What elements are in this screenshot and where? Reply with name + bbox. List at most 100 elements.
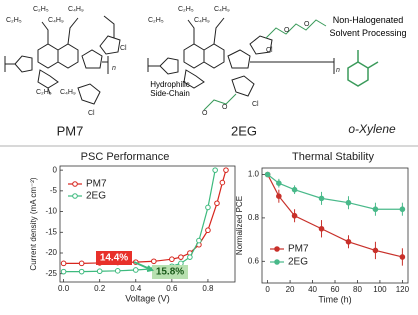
y-tick-label: -25 xyxy=(45,269,57,278)
annotation-box xyxy=(152,265,188,279)
atom-label: C₄H₉ xyxy=(194,17,210,24)
2eg-skeleton xyxy=(147,17,335,111)
data-point xyxy=(151,258,157,265)
data-point xyxy=(205,227,211,234)
data-point xyxy=(132,267,139,273)
y-axis-label: Normalized PCE xyxy=(235,196,244,255)
y-tick-label: 0 xyxy=(53,165,58,174)
atom-label: O xyxy=(284,27,290,34)
data-point xyxy=(114,268,121,274)
plot-frame xyxy=(59,165,236,283)
molecule-name: 2EG xyxy=(231,123,257,138)
atom-label: C₄H₉ xyxy=(48,17,64,24)
chart-title: PSC Performance xyxy=(81,151,170,163)
x-tick-label: 0 xyxy=(265,285,270,294)
x-tick-label: 100 xyxy=(373,285,387,294)
atom-label: C₄H₉ xyxy=(214,6,230,13)
data-point xyxy=(96,268,103,275)
annotation: 15.8% xyxy=(156,267,184,278)
annotation-box xyxy=(96,251,132,265)
annotation: 14.4% xyxy=(100,253,128,264)
atom-label: C₂H₅ xyxy=(178,6,194,13)
atom-label: C₂H₅ xyxy=(6,17,22,24)
y-tick-label: -10 xyxy=(45,207,57,216)
atom-label: C₄H₉ xyxy=(68,6,84,13)
legend-label: PM7 xyxy=(86,179,107,190)
structures: C₂H₅ C₄H₉ C₄H₉ C₂H₅ Cl C₂H₅ C₄H₉ Cl n PM… xyxy=(0,6,418,147)
legend-marker xyxy=(274,246,280,252)
data-point xyxy=(178,254,184,260)
legend-marker xyxy=(72,181,78,187)
atom-label: Cl xyxy=(120,45,127,52)
data-point xyxy=(276,180,282,186)
x-tick-label: 80 xyxy=(353,285,362,294)
pm7-skeleton xyxy=(4,15,121,105)
molecule-name: PM7 xyxy=(57,123,84,138)
data-point xyxy=(372,206,379,213)
atom-label: C₂H₅ xyxy=(33,6,49,13)
x-tick-label: 0.0 xyxy=(58,284,70,293)
atom-label: C₂H₅ xyxy=(36,89,52,96)
data-point xyxy=(219,179,226,186)
solvent-note: Non-Halogenated Solvent Processing xyxy=(329,15,406,38)
x-tick-label: 0.8 xyxy=(202,284,214,293)
y-tick-label: -20 xyxy=(45,248,57,257)
x-tick-label: 20 xyxy=(286,285,295,294)
data-point xyxy=(345,199,352,206)
data-point xyxy=(78,260,85,267)
data-point xyxy=(223,167,229,173)
atom-label: O xyxy=(222,104,228,111)
y-tick-label: -5 xyxy=(50,186,58,195)
y-axis-label: Current density (mA cm⁻²) xyxy=(29,177,38,270)
atom-label: C₄H₉ xyxy=(60,89,76,96)
atom-label: O xyxy=(202,110,208,117)
data-point xyxy=(60,260,67,267)
atom-label: n xyxy=(336,67,340,74)
chart-title: Thermal Stability xyxy=(292,151,374,163)
legend-marker xyxy=(72,193,78,199)
molecule-name: o-Xylene xyxy=(348,122,396,136)
data-point xyxy=(372,247,379,254)
legend-label: 2EG xyxy=(288,257,308,268)
data-point xyxy=(399,254,406,260)
data-point xyxy=(264,171,271,178)
legend-label: PM7 xyxy=(288,244,309,255)
data-point xyxy=(178,260,184,267)
data-point xyxy=(212,167,218,173)
x-tick-label: 0.2 xyxy=(94,284,106,293)
data-point xyxy=(60,268,67,275)
y-tick-label: 0.6 xyxy=(248,256,260,265)
atom-label: Cl xyxy=(252,101,259,108)
data-point xyxy=(78,268,85,275)
data-point xyxy=(345,238,352,245)
data-point xyxy=(318,195,325,202)
data-point xyxy=(318,225,325,232)
atom-label: n xyxy=(112,65,116,72)
atom-label: Cl xyxy=(88,110,95,117)
x-axis-label: Time (h) xyxy=(318,294,351,304)
x-tick-label: 0.6 xyxy=(166,284,178,293)
atom-label: O xyxy=(304,21,310,28)
x-tick-label: 0.4 xyxy=(130,284,142,293)
y-tick-label: -15 xyxy=(45,227,57,236)
series-line xyxy=(267,174,403,210)
data-point xyxy=(169,256,175,263)
o-xylene-ring xyxy=(347,50,379,87)
data-point xyxy=(214,200,220,207)
atom-label: C₂H₅ xyxy=(148,17,164,24)
x-tick-label: 60 xyxy=(331,285,340,294)
y-tick-label: 0.8 xyxy=(248,213,260,222)
data-point xyxy=(291,212,298,219)
data-point xyxy=(196,237,202,244)
y-tick-label: 1.0 xyxy=(248,170,260,179)
legend-label: 2EG xyxy=(86,191,106,202)
data-point xyxy=(276,193,282,200)
legend-marker xyxy=(274,259,280,265)
x-axis-label: Voltage (V) xyxy=(125,293,170,303)
x-tick-label: 120 xyxy=(396,285,410,294)
data-point xyxy=(291,186,298,193)
data-point xyxy=(187,254,193,260)
side-chain-note: Hydrophilic Side-Chain xyxy=(150,80,190,98)
data-point xyxy=(205,204,211,211)
